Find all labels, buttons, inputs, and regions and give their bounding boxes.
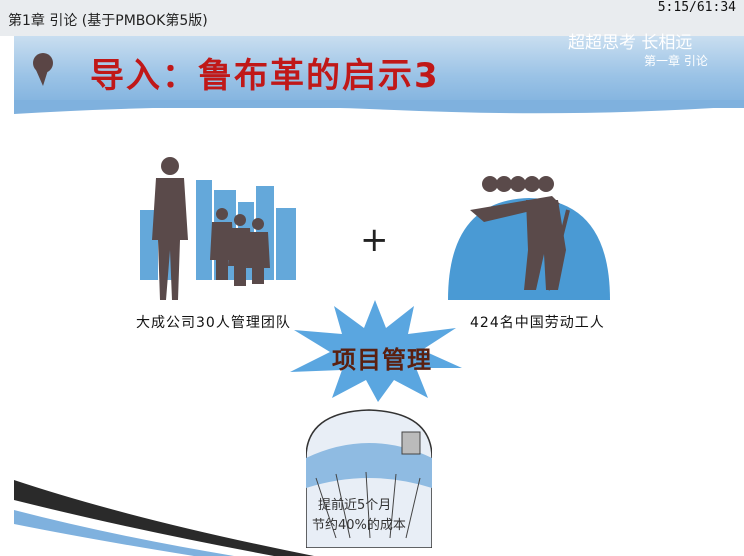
playback-timecode: 5:15/61:34	[657, 0, 736, 15]
decorative-swoosh	[14, 480, 314, 556]
video-chapter-title: 第1章 引论 (基于PMBOK第5版)	[8, 13, 208, 29]
slide-banner	[14, 36, 744, 108]
slide-chapter-label: 第一章 引论	[644, 54, 708, 68]
brand-logo-text: 超超思考 长相远	[568, 33, 693, 53]
dam-illustration	[306, 409, 432, 548]
slide-title: 导入：鲁布革的启示3	[90, 56, 440, 96]
pin-icon	[33, 53, 53, 86]
managers-silhouette	[140, 157, 296, 300]
star-burst	[290, 300, 462, 402]
top-bar	[0, 0, 744, 36]
project-management-label: 项目管理	[332, 346, 432, 374]
banner-wave	[14, 100, 744, 114]
result-cost-label: 节约40%的成本	[312, 518, 406, 533]
plus-sign: +	[360, 220, 389, 260]
workers-label: 424名中国劳动工人	[470, 315, 605, 331]
managers-label: 大成公司30人管理团队	[136, 315, 291, 331]
result-time-label: 提前近5个月	[318, 498, 392, 513]
workers-silhouette	[448, 176, 610, 300]
